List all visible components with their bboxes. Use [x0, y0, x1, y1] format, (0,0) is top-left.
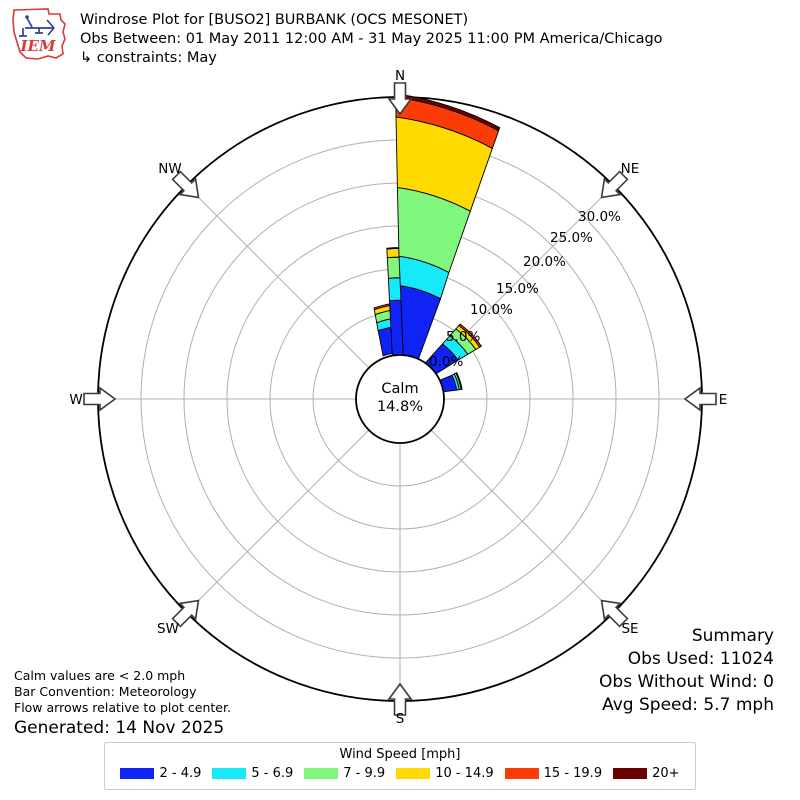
legend-box: Wind Speed [mph] 2 - 4.9 5 - 6.9 7 - 9.9 10… — [104, 742, 696, 790]
petal-ne — [423, 323, 483, 376]
compass-label-se: SE — [621, 621, 638, 637]
plot-title-block: Windrose Plot for [BUSO2] BURBANK (OCS M… — [80, 11, 780, 68]
legend-label: 2 - 4.9 — [159, 766, 202, 781]
compass-label-nw: NW — [158, 161, 181, 177]
windrose-plot: Calm 14.8% 0.0% 5.0% 10.0% 15.0% 20.0% 2… — [0, 60, 800, 730]
iem-logo: IEM — [8, 6, 70, 62]
compass-label-w: W — [69, 392, 82, 408]
note-calm-definition: Calm values are < 2.0 mph — [14, 668, 186, 683]
calm-label: Calm — [381, 381, 418, 397]
title-line-1: Windrose Plot for [BUSO2] BURBANK (OCS M… — [80, 12, 469, 28]
legend-label: 10 - 14.9 — [435, 766, 494, 781]
petal-nne — [395, 93, 501, 361]
legend-label: 20+ — [652, 766, 680, 781]
compass-label-n: N — [395, 68, 405, 84]
radial-tick-30: 30.0% — [578, 209, 621, 225]
summary-heading: Summary — [691, 626, 774, 646]
compass-label-ne: NE — [621, 161, 640, 177]
legend-swatch-icon — [304, 768, 339, 779]
summary-obs-used: Obs Used: 11024 — [627, 649, 774, 669]
legend-item[interactable]: 5 - 6.9 — [212, 766, 293, 781]
radial-tick-5: 5.0% — [446, 329, 480, 345]
flow-arrow-w-icon — [83, 387, 116, 411]
legend-swatch-icon — [396, 768, 431, 779]
legend-swatch-icon — [120, 768, 155, 779]
legend-swatch-icon — [613, 768, 648, 779]
summary-obs-without-wind: Obs Without Wind: 0 — [599, 672, 774, 692]
legend-swatch-icon — [504, 768, 539, 779]
note-bar-convention: Bar Convention: Meteorology — [14, 684, 197, 699]
legend-items: 2 - 4.9 5 - 6.9 7 - 9.9 10 - 14.9 15 - 19.9 2… — [105, 766, 695, 781]
compass-labels: N NE E SE S SW W NW — [69, 68, 727, 727]
summary-avg-speed: Avg Speed: 5.7 mph — [602, 695, 774, 715]
flow-arrow-e-icon — [684, 387, 717, 411]
radial-tick-10: 10.0% — [470, 302, 513, 318]
radial-tick-15: 15.0% — [496, 281, 539, 297]
title-line-3-constraints: ↳ constraints: May — [80, 50, 217, 66]
iem-logo-text: IEM — [19, 37, 55, 55]
legend-swatch-icon — [212, 768, 247, 779]
legend-item[interactable]: 10 - 14.9 — [396, 766, 494, 781]
calm-value: 14.8% — [377, 399, 423, 415]
legend-label: 15 - 19.9 — [543, 766, 603, 781]
radial-tick-labels: 0.0% 5.0% 10.0% 15.0% 20.0% 25.0% 30.0% — [429, 209, 621, 370]
note-flow-arrows: Flow arrows relative to plot center. — [14, 700, 231, 715]
compass-label-sw: SW — [157, 621, 179, 637]
calm-circle — [355, 354, 445, 444]
legend-item[interactable]: 7 - 9.9 — [304, 766, 385, 781]
radial-tick-25: 25.0% — [550, 230, 593, 246]
title-line-2: Obs Between: 01 May 2011 12:00 AM - 31 M… — [80, 31, 663, 47]
generated-date: Generated: 14 Nov 2025 — [14, 718, 225, 738]
radial-tick-20: 20.0% — [523, 254, 566, 270]
legend-title: Wind Speed [mph] — [339, 747, 461, 762]
legend-label: 5 - 6.9 — [251, 766, 294, 781]
summary-block: Summary Obs Used: 11024 Obs Without Wind… — [599, 625, 774, 717]
footer-notes: Calm values are < 2.0 mph Bar Convention… — [14, 668, 231, 739]
legend-item[interactable]: 2 - 4.9 — [120, 766, 201, 781]
radial-tick-0: 0.0% — [429, 354, 463, 370]
legend-item[interactable]: 20+ — [613, 766, 680, 781]
legend-item[interactable]: 15 - 19.9 — [504, 766, 603, 781]
compass-label-s: S — [396, 711, 405, 727]
compass-label-e: E — [719, 392, 728, 408]
windrose-svg: Calm 14.8% 0.0% 5.0% 10.0% 15.0% 20.0% 2… — [69, 68, 727, 727]
legend-label: 7 - 9.9 — [343, 766, 386, 781]
